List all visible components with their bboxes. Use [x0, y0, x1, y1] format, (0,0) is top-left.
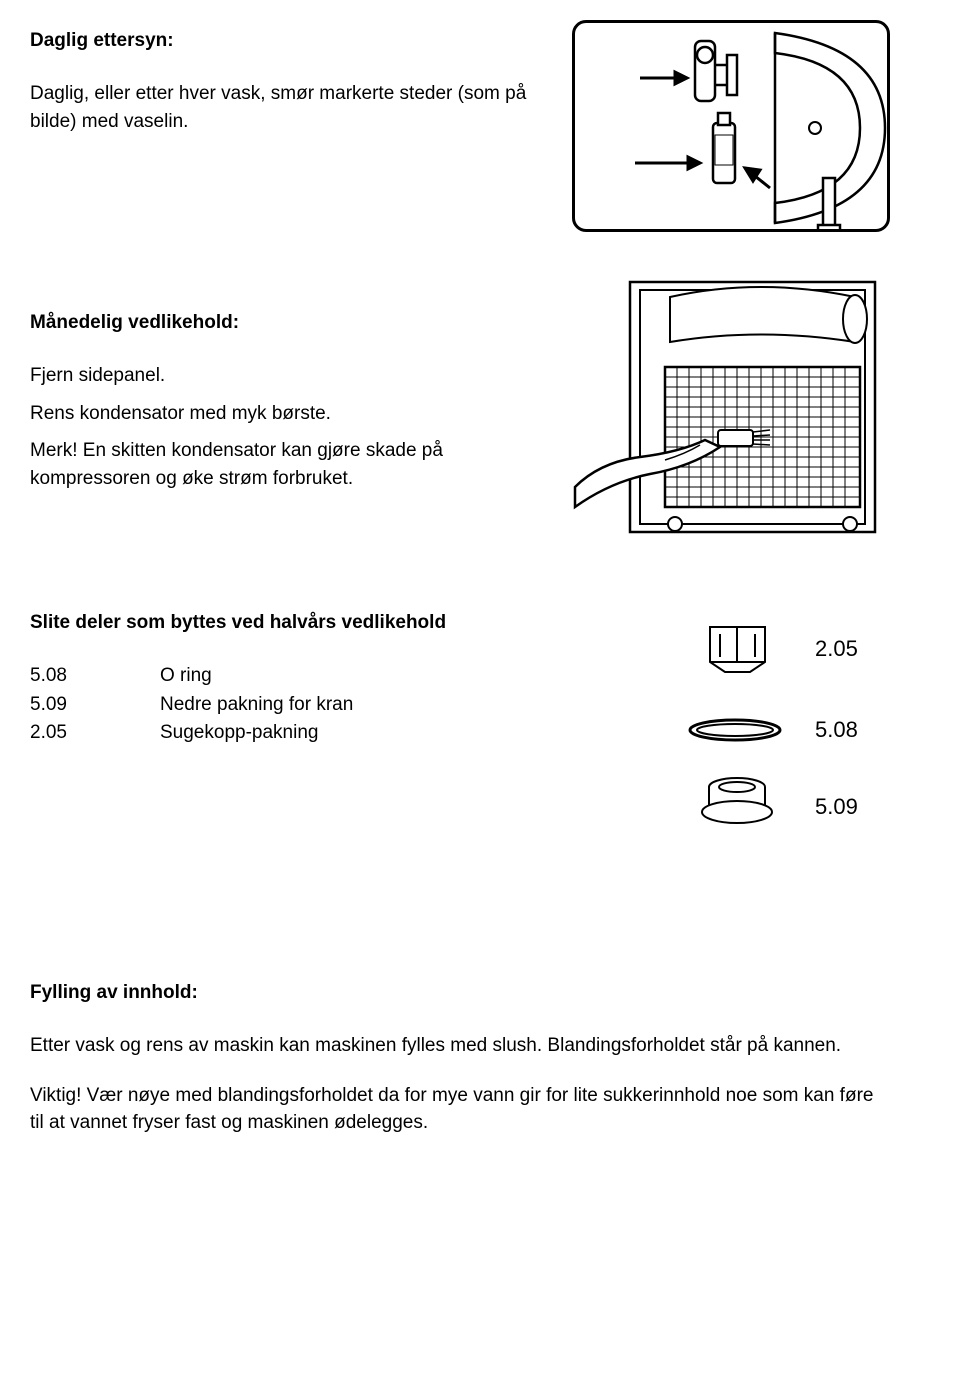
maanedlig-line2: Rens kondensator med myk børste. — [30, 400, 540, 428]
fylling-heading: Fylling av innhold: — [30, 982, 890, 1004]
part-row: 5.09 Nedre pakning for kran — [30, 691, 630, 720]
part-num: 5.09 — [30, 691, 160, 720]
maanedlig-line1: Fjern sidepanel. — [30, 362, 540, 390]
part-num: 5.08 — [30, 662, 160, 691]
maanedlig-heading: Månedelig vedlikehold: — [30, 312, 540, 334]
parts-illustration: 2.05 5.08 5.09 — [670, 612, 890, 852]
part-label: Sugekopp-pakning — [160, 719, 318, 748]
fylling-p2: Viktig! Vær nøye med blandingsforholdet … — [30, 1082, 890, 1137]
part-label: Nedre pakning for kran — [160, 691, 353, 720]
part-label-509: 5.09 — [815, 794, 858, 819]
daglig-heading: Daglig ettersyn: — [30, 30, 532, 52]
fylling-p1: Etter vask og rens av maskin kan maskine… — [30, 1032, 890, 1060]
part-label-205: 2.05 — [815, 636, 858, 661]
daglig-body: Daglig, eller etter hver vask, smør mark… — [30, 80, 532, 135]
part-num: 2.05 — [30, 719, 160, 748]
part-label: O ring — [160, 662, 212, 691]
part-row: 5.08 O ring — [30, 662, 630, 691]
parts-table: 5.08 O ring 5.09 Nedre pakning for kran … — [30, 662, 630, 748]
part-label-508: 5.08 — [815, 717, 858, 742]
kondensator-illustration — [570, 262, 890, 552]
vaselin-illustration — [572, 20, 890, 232]
slite-heading: Slite deler som byttes ved halvårs vedli… — [30, 612, 630, 634]
part-row: 2.05 Sugekopp-pakning — [30, 719, 630, 748]
maanedlig-line3: Merk! En skitten kondensator kan gjøre s… — [30, 437, 540, 492]
